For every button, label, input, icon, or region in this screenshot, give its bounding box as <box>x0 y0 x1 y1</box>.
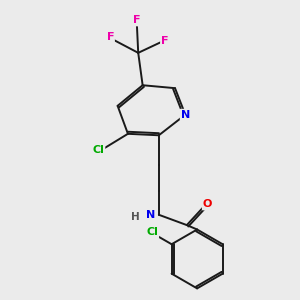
Text: N: N <box>146 210 155 220</box>
Text: F: F <box>133 15 140 26</box>
Text: O: O <box>203 200 212 209</box>
Text: Cl: Cl <box>92 145 104 155</box>
Text: Cl: Cl <box>146 227 158 237</box>
Text: N: N <box>181 110 190 120</box>
Text: F: F <box>106 32 114 42</box>
Text: H: H <box>131 212 140 222</box>
Text: F: F <box>161 36 169 46</box>
